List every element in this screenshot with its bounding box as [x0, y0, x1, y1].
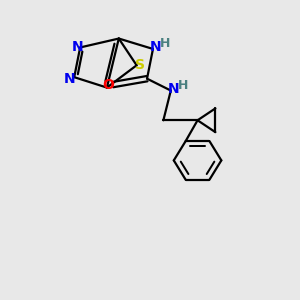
Text: N: N: [64, 72, 76, 86]
Text: H: H: [178, 79, 188, 92]
Text: H: H: [160, 37, 170, 50]
Text: S: S: [135, 58, 145, 72]
Text: N: N: [167, 82, 179, 96]
Text: O: O: [103, 78, 114, 92]
Text: N: N: [71, 40, 83, 55]
Text: N: N: [149, 40, 161, 54]
